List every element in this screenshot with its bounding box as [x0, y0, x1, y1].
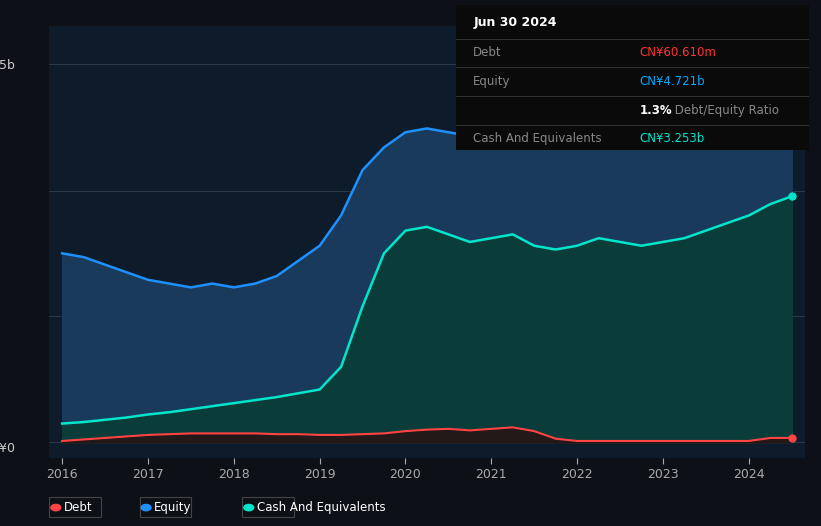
Text: CN¥4.721b: CN¥4.721b [640, 75, 705, 88]
Text: Equity: Equity [474, 75, 511, 88]
Text: Debt: Debt [64, 501, 93, 514]
Text: CN¥3.253b: CN¥3.253b [640, 132, 704, 145]
Text: CN¥0: CN¥0 [0, 442, 16, 456]
Text: Cash And Equivalents: Cash And Equivalents [474, 132, 602, 145]
Text: 1.3%: 1.3% [640, 104, 672, 117]
Text: Cash And Equivalents: Cash And Equivalents [257, 501, 386, 514]
Text: CN¥60.610m: CN¥60.610m [640, 46, 716, 59]
Text: Debt: Debt [474, 46, 502, 59]
Text: Equity: Equity [154, 501, 192, 514]
Text: Jun 30 2024: Jun 30 2024 [474, 16, 557, 29]
Text: Debt/Equity Ratio: Debt/Equity Ratio [671, 104, 779, 117]
Text: CN¥5b: CN¥5b [0, 59, 16, 72]
